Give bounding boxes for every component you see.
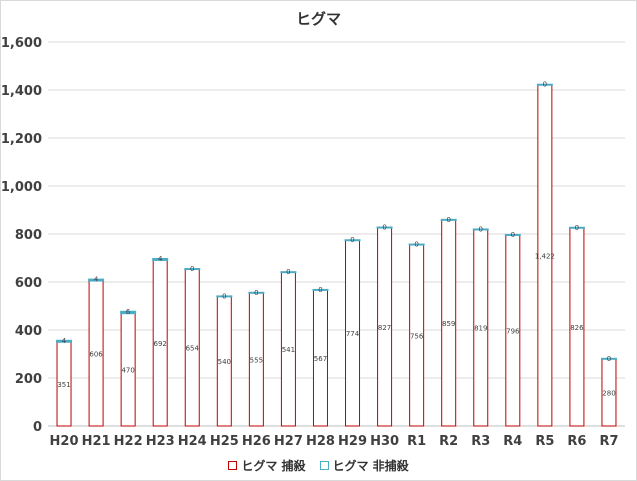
data-label-culled: 606	[89, 350, 103, 358]
bar-not-culled	[88, 278, 105, 282]
data-label-culled: 470	[121, 367, 134, 375]
bar-not-culled	[56, 339, 73, 343]
data-label-not-culled: 0	[318, 286, 322, 294]
x-tick-label: R6	[567, 434, 586, 449]
data-label-not-culled: 0	[350, 236, 354, 244]
x-tick-label: H22	[114, 434, 143, 449]
x-tick-label: H25	[210, 434, 239, 449]
x-tick-label: R7	[599, 434, 618, 449]
data-label-culled: 826	[570, 324, 584, 332]
data-label-culled: 567	[314, 355, 327, 363]
data-label-culled: 280	[602, 389, 615, 397]
y-tick-label: 1,600	[1, 36, 42, 51]
data-label-culled: 756	[410, 332, 424, 340]
legend-swatch-culled	[228, 461, 238, 470]
y-tick-label: 1,400	[1, 84, 42, 99]
y-tick-label: 1,000	[1, 180, 42, 195]
data-label-not-culled: 0	[607, 355, 611, 363]
legend-item-culled: ヒグマ 捕殺	[228, 457, 306, 474]
x-tick-label: H29	[338, 434, 367, 449]
data-label-not-culled: 0	[382, 224, 386, 232]
data-label-not-culled: 6	[126, 308, 131, 316]
chart-title: ヒグマ	[295, 10, 341, 28]
y-tick-label: 0	[33, 420, 42, 435]
data-label-culled: 1,422	[535, 252, 555, 260]
y-tick-label: 1,200	[1, 132, 42, 147]
x-tick-label: H20	[50, 434, 79, 449]
x-tick-label: H24	[178, 434, 207, 449]
data-label-not-culled: 4	[94, 276, 99, 284]
data-label-not-culled: 0	[190, 265, 194, 273]
data-label-culled: 541	[282, 346, 295, 354]
data-label-culled: 859	[442, 320, 455, 328]
x-tick-label: H26	[242, 434, 271, 449]
legend-item-not-culled: ヒグマ 非捕殺	[319, 457, 409, 474]
data-label-not-culled: 4	[62, 337, 67, 345]
data-label-culled: 692	[154, 340, 167, 348]
data-label-not-culled: 0	[479, 225, 483, 233]
data-label-culled: 654	[186, 345, 200, 353]
data-label-not-culled: 0	[543, 81, 547, 89]
y-tick-label: 800	[15, 228, 42, 243]
data-label-not-culled: 0	[511, 231, 515, 239]
x-tick-label: H21	[82, 434, 111, 449]
y-tick-label: 400	[15, 324, 42, 339]
bar-not-culled	[120, 310, 137, 315]
data-label-culled: 555	[250, 356, 263, 364]
legend-swatch-not-culled	[319, 461, 329, 470]
y-tick-label: 600	[15, 276, 42, 291]
data-label-culled: 796	[506, 327, 520, 335]
x-tick-label: R3	[471, 434, 490, 449]
data-label-not-culled: 0	[414, 241, 418, 249]
data-label-culled: 540	[218, 358, 231, 366]
data-label-culled: 351	[57, 381, 70, 389]
x-tick-label: R1	[407, 434, 426, 449]
legend-label-not-culled: ヒグマ 非捕殺	[332, 459, 409, 473]
legend: ヒグマ 捕殺 ヒグマ 非捕殺	[0, 457, 637, 474]
data-label-not-culled: 0	[575, 224, 579, 232]
x-tick-label: H28	[306, 434, 335, 449]
data-label-culled: 819	[474, 325, 487, 333]
y-tick-label: 200	[15, 372, 42, 387]
x-tick-label: R5	[535, 434, 554, 449]
x-tick-label: R4	[503, 434, 522, 449]
data-label-culled: 827	[378, 324, 391, 332]
data-label-not-culled: 0	[446, 216, 450, 224]
x-tick-label: H23	[146, 434, 175, 449]
data-label-not-culled: 4	[158, 255, 163, 263]
data-label-not-culled: 0	[286, 268, 290, 276]
data-label-not-culled: 0	[254, 289, 258, 297]
data-label-culled: 774	[346, 330, 360, 338]
x-tick-label: R2	[439, 434, 458, 449]
data-label-not-culled: 0	[222, 292, 226, 300]
x-tick-label: H27	[274, 434, 303, 449]
legend-label-culled: ヒグマ 捕殺	[241, 459, 306, 473]
bar-not-culled	[152, 257, 169, 261]
x-tick-label: H30	[370, 434, 399, 449]
